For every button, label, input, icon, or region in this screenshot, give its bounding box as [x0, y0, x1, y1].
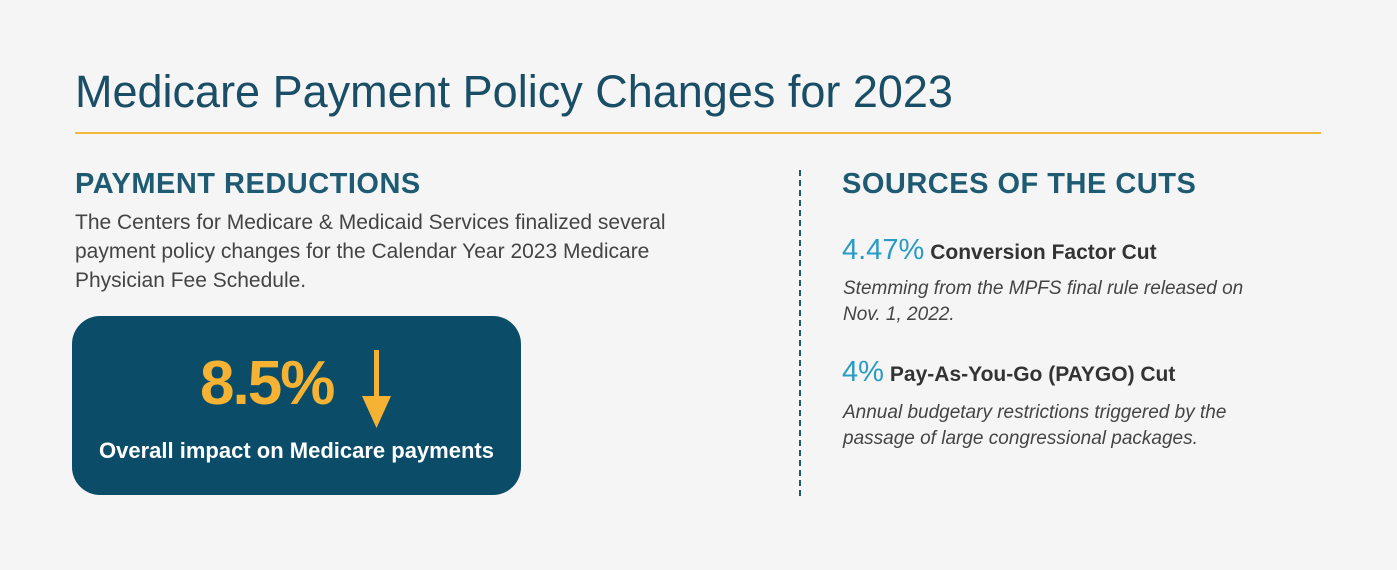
paragraph-line: Physician Fee Schedule. [75, 269, 307, 292]
description-line: Nov. 1, 2022. [843, 304, 955, 325]
callout-caption: Overall impact on Medicare payments [99, 438, 494, 463]
title-rule [75, 132, 1321, 134]
item-title: 4.47% Conversion Factor Cut [842, 234, 1157, 267]
down-arrow [362, 350, 391, 428]
item-label: Conversion Factor Cut [930, 241, 1157, 264]
description-line: Stemming from the MPFS final rule releas… [843, 278, 1244, 299]
description-line: passage of large congressional packages. [843, 428, 1198, 449]
item-label: Pay-As-You-Go (PAYGO) Cut [889, 363, 1176, 386]
item-figure: 4% [842, 356, 884, 388]
item-description: Stemming from the MPFS final rule releas… [843, 276, 1243, 328]
page-title: Medicare Payment Policy Changes for 2023 [75, 66, 953, 117]
paragraph-line: The Centers for Medicare & Medicaid Serv… [75, 211, 666, 234]
description-line: Annual budgetary restrictions triggered … [843, 402, 1227, 423]
paragraph: The Centers for Medicare & Medicaid Serv… [75, 208, 666, 295]
section-heading: SOURCES OF THE CUTS [842, 168, 1197, 200]
callout-box [72, 316, 521, 495]
section-heading: PAYMENT REDUCTIONS [75, 168, 421, 200]
item-title: 4% Pay-As-You-Go (PAYGO) Cut [842, 356, 1175, 389]
divider [799, 170, 801, 496]
callout-figure: 8.5% [200, 349, 335, 418]
item-figure: 4.47% [842, 234, 925, 266]
item-description: Annual budgetary restrictions triggered … [843, 400, 1226, 452]
paragraph-line: payment policy changes for the Calendar … [75, 240, 650, 263]
